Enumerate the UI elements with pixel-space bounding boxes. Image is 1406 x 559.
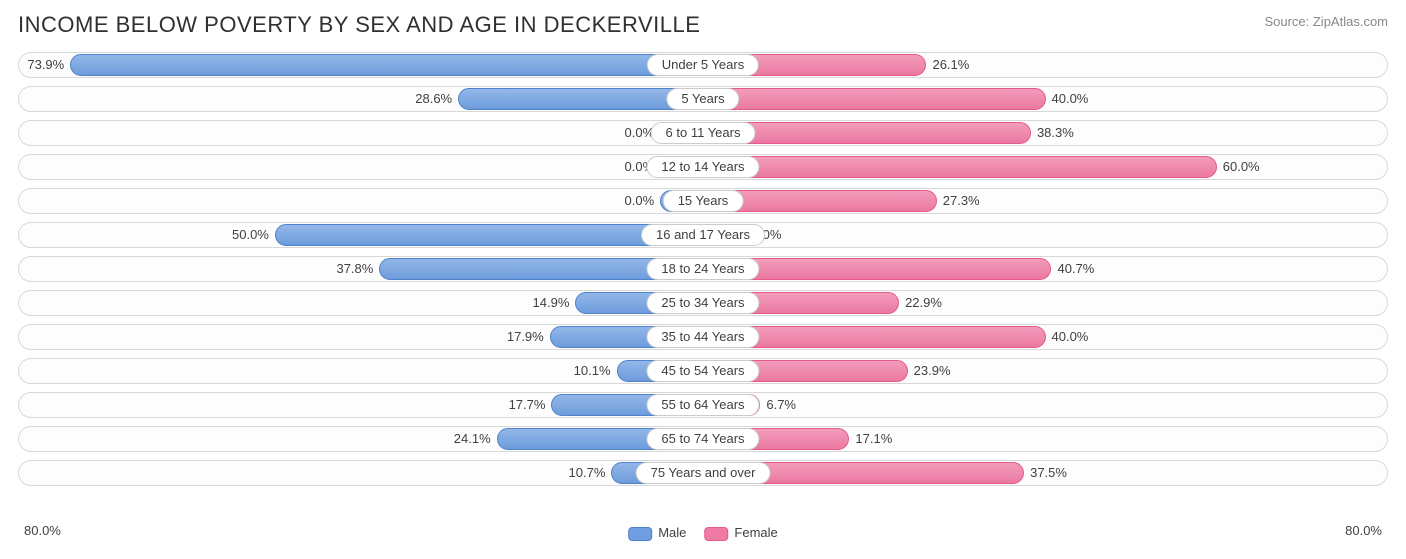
- chart-row: 24.1% 17.1% 65 to 74 Years: [18, 422, 1388, 456]
- value-female: 37.5%: [1030, 465, 1067, 480]
- axis-max-right: 80.0%: [1345, 523, 1382, 538]
- bar-male: [70, 54, 703, 76]
- value-male: 24.1%: [454, 431, 491, 446]
- value-male: 28.6%: [415, 91, 452, 106]
- category-pill: 12 to 14 Years: [646, 156, 759, 178]
- chart-row: 14.9% 22.9% 25 to 34 Years: [18, 286, 1388, 320]
- category-pill: 5 Years: [666, 88, 739, 110]
- bar-female: [703, 88, 1046, 110]
- legend-male-label: Male: [658, 525, 686, 540]
- value-male: 17.7%: [509, 397, 546, 412]
- value-male: 0.0%: [625, 193, 655, 208]
- category-pill: 75 Years and over: [636, 462, 771, 484]
- value-female: 40.0%: [1052, 329, 1089, 344]
- legend: Male Female: [628, 525, 778, 541]
- value-female: 40.0%: [1052, 91, 1089, 106]
- chart-row: 10.7% 37.5% 75 Years and over: [18, 456, 1388, 490]
- chart-row: 50.0%0.0%16 and 17 Years: [18, 218, 1388, 252]
- value-male: 17.9%: [507, 329, 544, 344]
- chart-title: INCOME BELOW POVERTY BY SEX AND AGE IN D…: [0, 0, 1406, 38]
- chart-row: 17.9% 40.0% 35 to 44 Years: [18, 320, 1388, 354]
- swatch-female: [704, 527, 728, 541]
- value-female: 27.3%: [943, 193, 980, 208]
- value-female: 6.7%: [766, 397, 796, 412]
- swatch-male: [628, 527, 652, 541]
- value-male: 73.9%: [27, 57, 64, 72]
- category-pill: 25 to 34 Years: [646, 292, 759, 314]
- category-pill: 35 to 44 Years: [646, 326, 759, 348]
- category-pill: 16 and 17 Years: [641, 224, 765, 246]
- legend-female-label: Female: [734, 525, 777, 540]
- axis-max-left: 80.0%: [24, 523, 61, 538]
- legend-male: Male: [628, 525, 686, 541]
- chart-row: 0.0%38.3%6 to 11 Years: [18, 116, 1388, 150]
- value-male: 10.1%: [574, 363, 611, 378]
- category-pill: 6 to 11 Years: [651, 122, 756, 144]
- chart-row: 28.6% 40.0% 5 Years: [18, 82, 1388, 116]
- chart-row: 10.1% 23.9% 45 to 54 Years: [18, 354, 1388, 388]
- value-female: 40.7%: [1057, 261, 1094, 276]
- chart-row: 73.9% 26.1% Under 5 Years: [18, 48, 1388, 82]
- category-pill: Under 5 Years: [647, 54, 759, 76]
- chart-row: 37.8% 40.7% 18 to 24 Years: [18, 252, 1388, 286]
- value-female: 38.3%: [1037, 125, 1074, 140]
- value-female: 22.9%: [905, 295, 942, 310]
- category-pill: 65 to 74 Years: [646, 428, 759, 450]
- value-female: 23.9%: [914, 363, 951, 378]
- bar-male: [275, 224, 703, 246]
- category-pill: 55 to 64 Years: [646, 394, 759, 416]
- category-pill: 18 to 24 Years: [646, 258, 759, 280]
- value-male: 10.7%: [569, 465, 606, 480]
- value-female: 26.1%: [932, 57, 969, 72]
- chart-area: 73.9% 26.1% Under 5 Years 28.6% 40.0% 5 Years…: [18, 48, 1388, 523]
- value-female: 60.0%: [1223, 159, 1260, 174]
- value-male: 50.0%: [232, 227, 269, 242]
- value-male: 37.8%: [336, 261, 373, 276]
- category-pill: 15 Years: [663, 190, 744, 212]
- bar-female: [703, 156, 1217, 178]
- category-pill: 45 to 54 Years: [646, 360, 759, 382]
- chart-row: 17.7% 6.7% 55 to 64 Years: [18, 388, 1388, 422]
- chart-row: 0.0% 27.3% 15 Years: [18, 184, 1388, 218]
- legend-female: Female: [704, 525, 777, 541]
- source-attribution: Source: ZipAtlas.com: [1264, 14, 1388, 29]
- chart-row: 0.0%60.0%12 to 14 Years: [18, 150, 1388, 184]
- value-female: 17.1%: [855, 431, 892, 446]
- value-male: 14.9%: [533, 295, 570, 310]
